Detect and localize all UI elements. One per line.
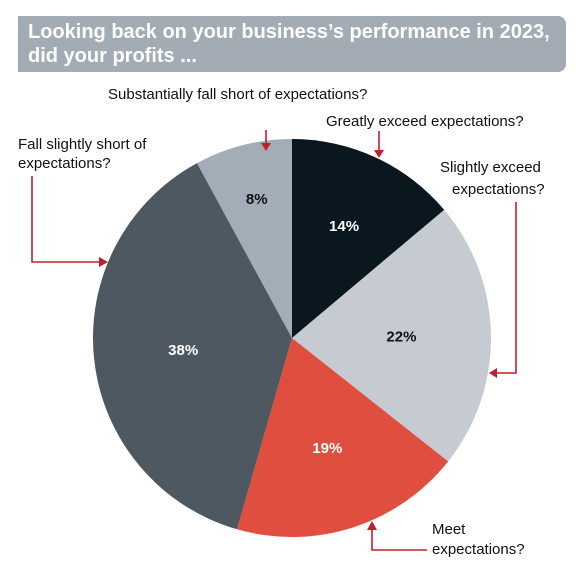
callout-arrows: [31, 130, 517, 551]
pie-slice-meet: [237, 338, 449, 537]
pie-label-greatly-exceed: 14%: [329, 218, 359, 235]
arrow-head-substantially-short: [261, 143, 271, 151]
callout-slightly-exceed-line-1: Slightly exceed: [440, 159, 541, 176]
arrow-meet: [371, 528, 427, 551]
pie-slice-slightly-short: [93, 163, 292, 530]
arrow-head-slightly-exceed: [489, 368, 497, 378]
pie-label-substantially-short: 8%: [246, 191, 268, 208]
callout-substantially-short: Substantially fall short of expectations…: [108, 86, 367, 103]
arrow-head-greatly-exceed: [374, 150, 384, 158]
pie-label-meet: 19%: [312, 440, 342, 457]
pie-data-labels: 14% 22% 19% 38% 8%: [168, 191, 416, 457]
arrow-slightly-short: [31, 176, 100, 263]
chart-title: Looking back on your business’s performa…: [28, 20, 558, 68]
callout-slightly-exceed-line-2: expectations?: [452, 181, 545, 198]
chart-title-line-2: did your profits ...: [28, 45, 197, 67]
callout-greatly-exceed: Greatly exceed expectations?: [326, 113, 524, 130]
pie-slice-slightly-exceed: [292, 209, 491, 462]
pie-slice-substantially-short: [197, 139, 292, 338]
chart-title-line-1: Looking back on your business’s performa…: [28, 21, 550, 43]
arrow-head-meet: [367, 521, 377, 530]
pie-label-slightly-short: 38%: [168, 342, 198, 359]
arrow-slightly-exceed: [496, 202, 517, 374]
callout-slightly-short-line-2: expectations?: [18, 155, 111, 172]
pie-label-slightly-exceed: 22%: [386, 328, 416, 345]
title-bar: Looking back on your business’s performa…: [18, 16, 566, 72]
pie-slice-greatly-exceed: [292, 139, 445, 338]
arrow-head-slightly-short: [99, 257, 108, 267]
callout-slightly-short-line-1: Fall slightly short of: [18, 136, 147, 153]
callout-meet-line-1: Meet: [432, 521, 466, 538]
pie-slices: [93, 139, 491, 537]
callout-meet-line-2: expectations?: [432, 541, 525, 558]
